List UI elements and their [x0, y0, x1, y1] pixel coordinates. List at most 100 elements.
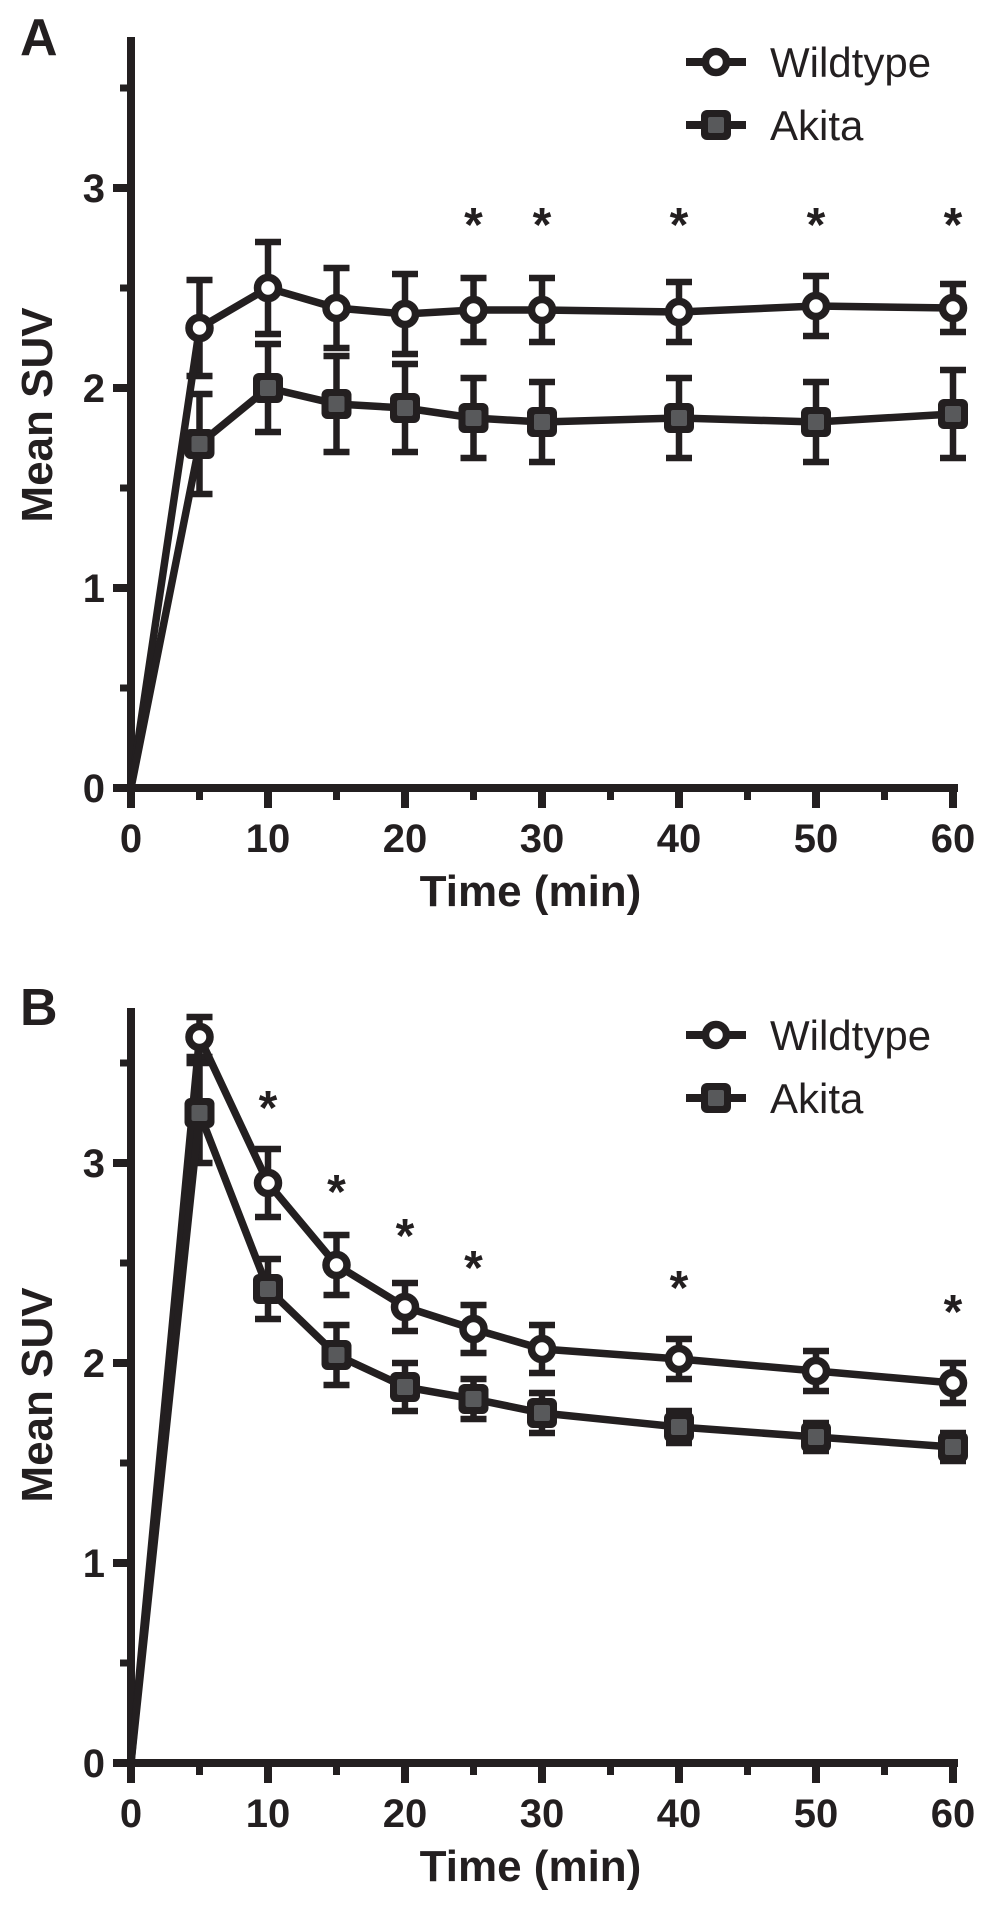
open-circle-marker-icon	[185, 1022, 214, 1052]
square-marker-inner	[808, 414, 824, 430]
akita-line	[127, 383, 954, 789]
panel-letter: B	[20, 979, 58, 1037]
open-circle-marker-icon-legend	[701, 1020, 731, 1050]
open-circle-marker-icon	[390, 1292, 420, 1322]
legend-item-akita: Akita	[686, 1075, 864, 1122]
akita-line	[127, 1111, 954, 1764]
legend-item-akita: Akita	[686, 102, 864, 149]
open-circle-marker-icon	[664, 1344, 694, 1374]
x-axis-title: Time (min)	[420, 867, 642, 916]
square-marker-inner-legend	[708, 117, 724, 133]
wildtype-markers	[185, 1022, 968, 1398]
significance-asterisk: *	[327, 1166, 346, 1219]
significance-asterisk: *	[259, 1082, 278, 1135]
square-marker-inner	[945, 1439, 961, 1455]
legend-label: Akita	[770, 1075, 864, 1122]
legend-label: Akita	[770, 102, 864, 149]
y-tick-label: 1	[83, 1542, 105, 1586]
square-marker-inner	[465, 410, 482, 426]
open-circle-marker-icon	[390, 299, 420, 329]
x-axis-title: Time (min)	[420, 1842, 642, 1891]
open-circle-marker-icon	[322, 1250, 351, 1280]
open-circle-marker-icon	[253, 273, 283, 303]
y-tick-label: 3	[83, 167, 105, 211]
open-circle-marker-icon	[459, 1314, 488, 1344]
square-marker-inner	[534, 414, 550, 430]
y-axis-title: Mean SUV	[13, 1287, 62, 1503]
x-tick-label: 0	[120, 1792, 142, 1836]
x-tick-label: 20	[383, 817, 428, 861]
significance-asterisk: *	[670, 1262, 689, 1315]
significance-marks: * * * * * *	[259, 1082, 963, 1339]
square-marker-inner	[260, 380, 276, 396]
open-circle-marker-icon	[527, 1334, 557, 1364]
open-circle-marker-icon	[801, 1356, 831, 1386]
open-circle-marker-icon	[801, 291, 831, 321]
legend: Wildtype Akita	[686, 39, 931, 149]
square-marker-inner	[328, 1347, 345, 1363]
open-circle-marker-icon	[253, 1168, 283, 1198]
y-tick-label: 0	[83, 767, 105, 811]
square-marker-inner	[671, 1419, 687, 1435]
significance-asterisk: *	[464, 199, 483, 252]
significance-asterisk: *	[670, 199, 689, 252]
square-marker-inner-legend	[708, 1090, 724, 1106]
open-circle-marker-icon	[459, 295, 488, 325]
significance-asterisk: *	[944, 1286, 963, 1339]
open-circle-marker-icon	[322, 293, 351, 323]
akita-markers	[184, 1098, 968, 1462]
square-marker-inner	[191, 1105, 208, 1121]
wildtype-line	[127, 1022, 954, 1764]
square-marker-inner	[465, 1391, 482, 1407]
panel-letter: A	[20, 9, 58, 67]
significance-asterisk: *	[944, 199, 963, 252]
square-marker-inner	[397, 1379, 413, 1395]
square-marker-inner	[808, 1429, 824, 1445]
open-circle-marker-icon	[938, 293, 968, 323]
square-marker-inner	[397, 400, 413, 416]
x-tick-label: 40	[657, 1792, 702, 1836]
square-marker-inner	[945, 406, 961, 422]
x-tick-label: 60	[931, 1792, 976, 1836]
square-marker-inner	[191, 436, 208, 452]
x-tick-label: 60	[931, 817, 976, 861]
square-marker-inner	[328, 396, 345, 412]
x-tick-label: 40	[657, 817, 702, 861]
legend-item-wildtype: Wildtype	[686, 1012, 931, 1059]
x-tick-label: 50	[794, 1792, 839, 1836]
y-tick-label: 3	[83, 1142, 105, 1186]
akita-markers	[184, 373, 968, 459]
open-circle-marker-icon	[185, 313, 214, 343]
y-tick-label: 0	[83, 1742, 105, 1786]
x-tick-label: 30	[520, 817, 565, 861]
y-tick-label: 2	[83, 367, 105, 411]
x-tick-label: 20	[383, 1792, 428, 1836]
y-tick-label: 2	[83, 1342, 105, 1386]
significance-marks: * * * * *	[464, 199, 963, 252]
significance-asterisk: *	[533, 199, 552, 252]
square-marker-inner	[534, 1405, 550, 1421]
legend-label: Wildtype	[770, 39, 931, 86]
legend: Wildtype Akita	[686, 1012, 931, 1122]
x-tick-label: 50	[794, 817, 839, 861]
wildtype-line	[127, 283, 954, 789]
open-circle-marker-icon	[664, 297, 694, 327]
open-circle-marker-icon-legend	[701, 47, 731, 77]
x-tick-label: 10	[246, 817, 291, 861]
open-circle-marker-icon	[527, 295, 557, 325]
y-tick-label: 1	[83, 567, 105, 611]
legend-item-wildtype: Wildtype	[686, 39, 931, 86]
x-tick-label: 30	[520, 1792, 565, 1836]
y-axis-title: Mean SUV	[13, 307, 62, 523]
open-circle-marker-icon	[938, 1368, 968, 1398]
significance-asterisk: *	[396, 1210, 415, 1263]
x-tick-label: 0	[120, 817, 142, 861]
significance-asterisk: *	[464, 1242, 483, 1295]
significance-asterisk: *	[807, 199, 826, 252]
square-marker-inner	[671, 410, 687, 426]
